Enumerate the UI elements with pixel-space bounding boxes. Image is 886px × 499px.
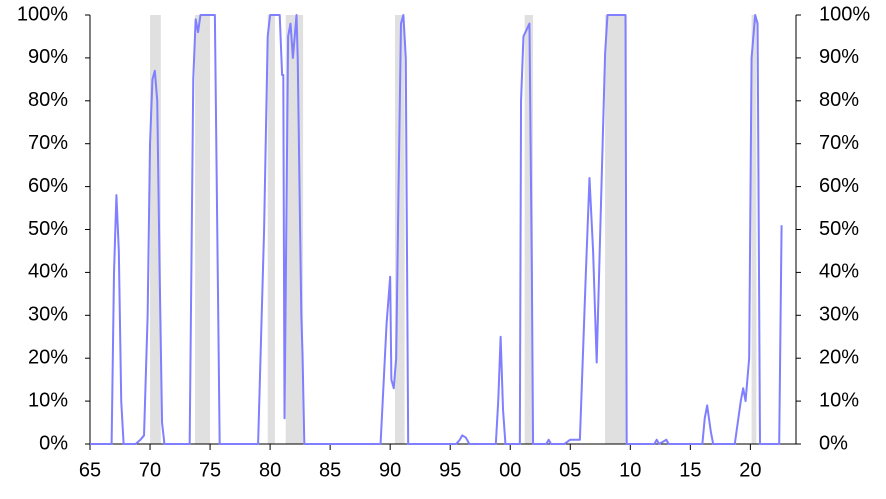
- y2-tick-label: 10%: [819, 389, 859, 411]
- shaded-period: [394, 15, 405, 444]
- x-tick-label: 65: [79, 459, 101, 481]
- y-tick-label: 10%: [28, 389, 68, 411]
- y-tick-label: 80%: [28, 89, 68, 111]
- y2-tick-label: 70%: [819, 132, 859, 154]
- shaded-period: [195, 15, 211, 444]
- y2-tick-label: 50%: [819, 218, 859, 240]
- shaded-period: [150, 15, 161, 444]
- y2-tick-label: 100%: [819, 3, 870, 25]
- x-tick-label: 85: [319, 459, 341, 481]
- x-tick-label: 70: [139, 459, 161, 481]
- y2-tick-label: 0%: [819, 432, 848, 454]
- y-tick-label: 20%: [28, 346, 68, 368]
- y-tick-label: 60%: [28, 175, 68, 197]
- y-tick-label: 50%: [28, 218, 68, 240]
- y2-tick-label: 90%: [819, 46, 859, 68]
- y2-tick-label: 80%: [819, 89, 859, 111]
- shaded-period: [605, 15, 627, 444]
- data-line: [90, 14, 783, 445]
- x-tick-label: 75: [199, 459, 221, 481]
- y2-tick-label: 60%: [819, 175, 859, 197]
- y2-tick-label: 20%: [819, 346, 859, 368]
- y-tick-label: 100%: [17, 3, 68, 25]
- y2-tick-label: 30%: [819, 304, 859, 326]
- x-tick-label: 15: [679, 459, 701, 481]
- x-tick-label: 20: [739, 459, 761, 481]
- x-tick-label: 80: [259, 459, 281, 481]
- x-tick-label: 05: [559, 459, 581, 481]
- y2-tick-label: 40%: [819, 261, 859, 283]
- x-tick-label: 95: [439, 459, 461, 481]
- x-tick-label: 10: [619, 459, 641, 481]
- x-tick-label: 90: [379, 459, 401, 481]
- y-tick-label: 90%: [28, 46, 68, 68]
- shaded-period: [524, 15, 534, 444]
- y-tick-label: 40%: [28, 261, 68, 283]
- shaded-period: [267, 15, 275, 444]
- shaded-period: [751, 15, 757, 444]
- y-tick-label: 30%: [28, 304, 68, 326]
- y-tick-label: 0%: [39, 432, 68, 454]
- y-tick-label: 70%: [28, 132, 68, 154]
- x-tick-label: 00: [499, 459, 521, 481]
